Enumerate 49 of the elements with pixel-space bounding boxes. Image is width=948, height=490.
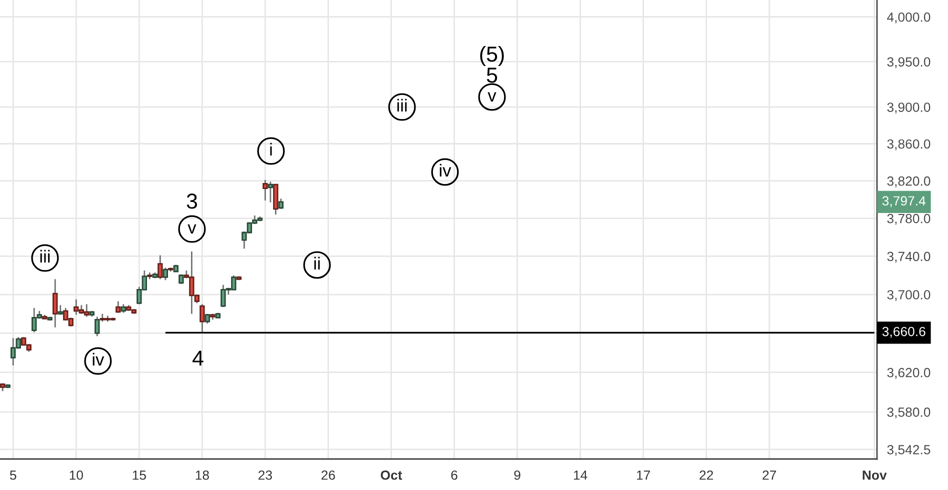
candlestick: [268, 181, 274, 204]
annotation: v: [488, 92, 496, 102]
y-tick-label: 3,780.0: [887, 214, 930, 225]
annotation: v: [188, 224, 196, 234]
x-tick-label: 27: [762, 470, 776, 480]
candlestick: [200, 303, 205, 333]
x-tick-label: Nov: [862, 470, 887, 480]
x-tick-label: 14: [574, 470, 588, 480]
y-tick-label: 3,580.0: [887, 408, 930, 418]
candlestick: [94, 316, 100, 337]
x-tick-label: 26: [322, 470, 335, 480]
candlestick: [116, 300, 121, 314]
y-tick-label: 3,740.0: [887, 252, 930, 263]
x-tick-label: 5: [10, 470, 16, 480]
x-tick-label: 15: [132, 470, 146, 480]
annotation: ii: [314, 256, 320, 270]
candlestick: [162, 266, 168, 281]
annotation: iii: [397, 98, 407, 112]
x-tick-label: 22: [700, 470, 714, 480]
y-tick-label: 3,542.5: [887, 445, 930, 456]
annotation: 4: [192, 350, 204, 366]
x-tick-label: 17: [636, 470, 650, 480]
y-tick-label: 3,900.0: [887, 102, 930, 114]
x-tick-label: 9: [514, 470, 520, 480]
x-tick-label: Oct: [380, 470, 402, 480]
x-tick-label: 18: [196, 470, 209, 480]
y-tick-label: 3,950.0: [887, 57, 930, 68]
candlestick: [52, 278, 58, 328]
text: 3,797.4: [882, 196, 926, 208]
x-tick-label: 23: [258, 470, 272, 480]
y-tick-label: 3,860.0: [887, 139, 930, 150]
annotation: i: [270, 142, 272, 156]
x-tick-label: 6: [451, 470, 458, 480]
annotation: iv: [440, 164, 452, 176]
candlestick: [262, 179, 268, 202]
y-tick-label: 4,000.0: [887, 12, 930, 24]
annotation: (5): [480, 46, 504, 66]
annotation: iv: [92, 352, 104, 366]
y-tick-label: 3,820.0: [887, 176, 930, 188]
candlestick: [58, 304, 63, 316]
annotation: 5: [486, 68, 498, 83]
y-tick-label: 3,700.0: [887, 290, 930, 301]
candlestick: [278, 198, 284, 210]
candlestick: [158, 254, 163, 280]
x-tick-label: 10: [70, 470, 83, 480]
annotation: iii: [40, 250, 50, 262]
data-label: 3,660.6: [882, 326, 926, 338]
annotation: 3: [186, 194, 198, 209]
y-tick-label: 3,620.0: [887, 368, 930, 379]
